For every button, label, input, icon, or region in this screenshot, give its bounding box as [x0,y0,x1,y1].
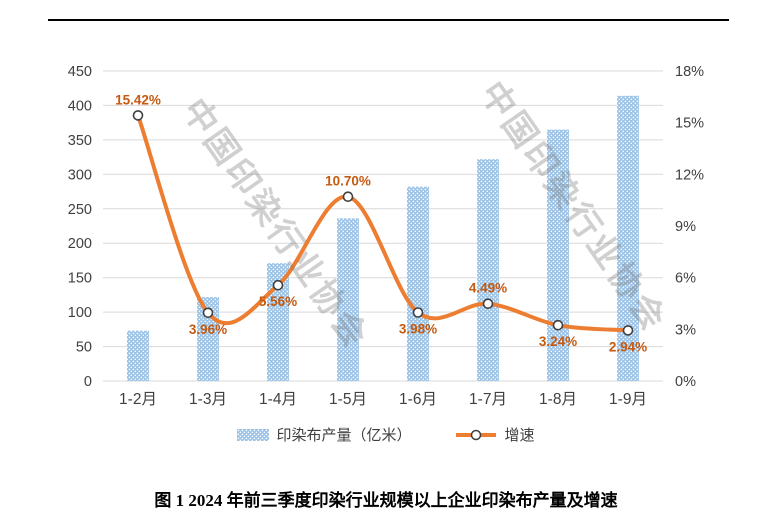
axis-labels: 450 400 350 300 250 200 150 100 50 0 18% 15% 12% 9% 6%… [68,64,704,408]
x-axis-label: 1-9月 [609,391,647,408]
data-labels: 15.42% 3.96% 5.56% 10.70% 3.98% 4.49% 3.24% 2.9… [115,92,647,354]
line-marker [412,307,424,318]
bar-series [127,95,639,382]
bar [127,330,149,381]
production-growth-chart: 450 400 350 300 250 200 150 100 50 0 18% 15% 12% 9% 6%… [68,64,704,408]
data-label: 15.42% [115,92,161,107]
left-axis-tick: 250 [68,202,92,218]
figure-caption: 图 1 2024 年前三季度印染行业规模以上企业印染布产量及增速 [154,491,618,510]
left-axis-tick: 350 [68,133,92,149]
line-series-swatch [455,429,496,440]
data-label: 3.98% [399,322,437,337]
right-axis-tick: 3% [675,322,696,338]
left-axis-tick: 150 [68,271,92,287]
x-axis-label: 1-2月 [119,391,157,408]
x-axis-label: 1-3月 [189,391,227,408]
left-axis-tick: 0 [84,374,92,390]
bar [617,95,639,382]
line-marker [622,325,634,336]
left-axis-tick: 300 [68,167,92,183]
left-axis-tick: 400 [68,98,92,114]
left-axis-tick: 100 [68,305,92,321]
chart-canvas: 450 400 350 300 250 200 150 100 50 0 18% 15% 12% 9% 6%… [68,64,704,408]
x-axis-label: 1-8月 [539,391,577,408]
legend-label-production: 印染布产量（亿米） [276,427,412,444]
data-label: 2.94% [609,339,647,354]
gridlines [103,70,663,382]
left-axis-tick: 450 [68,64,92,80]
right-axis-tick: 15% [675,116,704,132]
line-marker [132,110,144,121]
line-series [132,110,634,336]
data-label: 3.24% [539,334,577,349]
bar [477,159,499,381]
data-label: 4.49% [469,281,507,296]
x-axis-label: 1-4月 [259,391,297,408]
bar [407,186,429,381]
left-axis-tick: 200 [68,236,92,252]
data-label: 10.70% [325,174,371,189]
line-marker [342,191,354,202]
top-border-rule [48,19,729,21]
right-axis-tick: 0% [675,374,696,390]
line-marker [202,307,214,319]
line-marker [552,319,564,331]
chart-legend: 印染布产量（亿米） 增速 [0,424,772,445]
right-axis-tick: 6% [675,271,696,287]
legend-item-production: 印染布产量（亿米） [237,424,412,445]
data-label: 5.56% [259,294,297,309]
x-axis-label: 1-6月 [399,391,437,408]
bar [547,129,569,381]
data-label: 3.96% [189,322,227,337]
line-marker [272,279,284,291]
bar [337,218,359,381]
left-axis-tick: 50 [76,340,92,356]
bar-series-swatch [237,428,270,441]
legend-label-growth: 增速 [504,427,535,444]
right-axis-tick: 9% [675,219,696,235]
line-marker [482,298,494,310]
x-axis-label: 1-5月 [329,391,367,408]
legend-item-growth: 增速 [454,424,535,445]
right-axis-tick: 18% [675,64,704,80]
right-axis-tick: 12% [675,167,704,183]
x-axis-label: 1-7月 [469,391,507,408]
